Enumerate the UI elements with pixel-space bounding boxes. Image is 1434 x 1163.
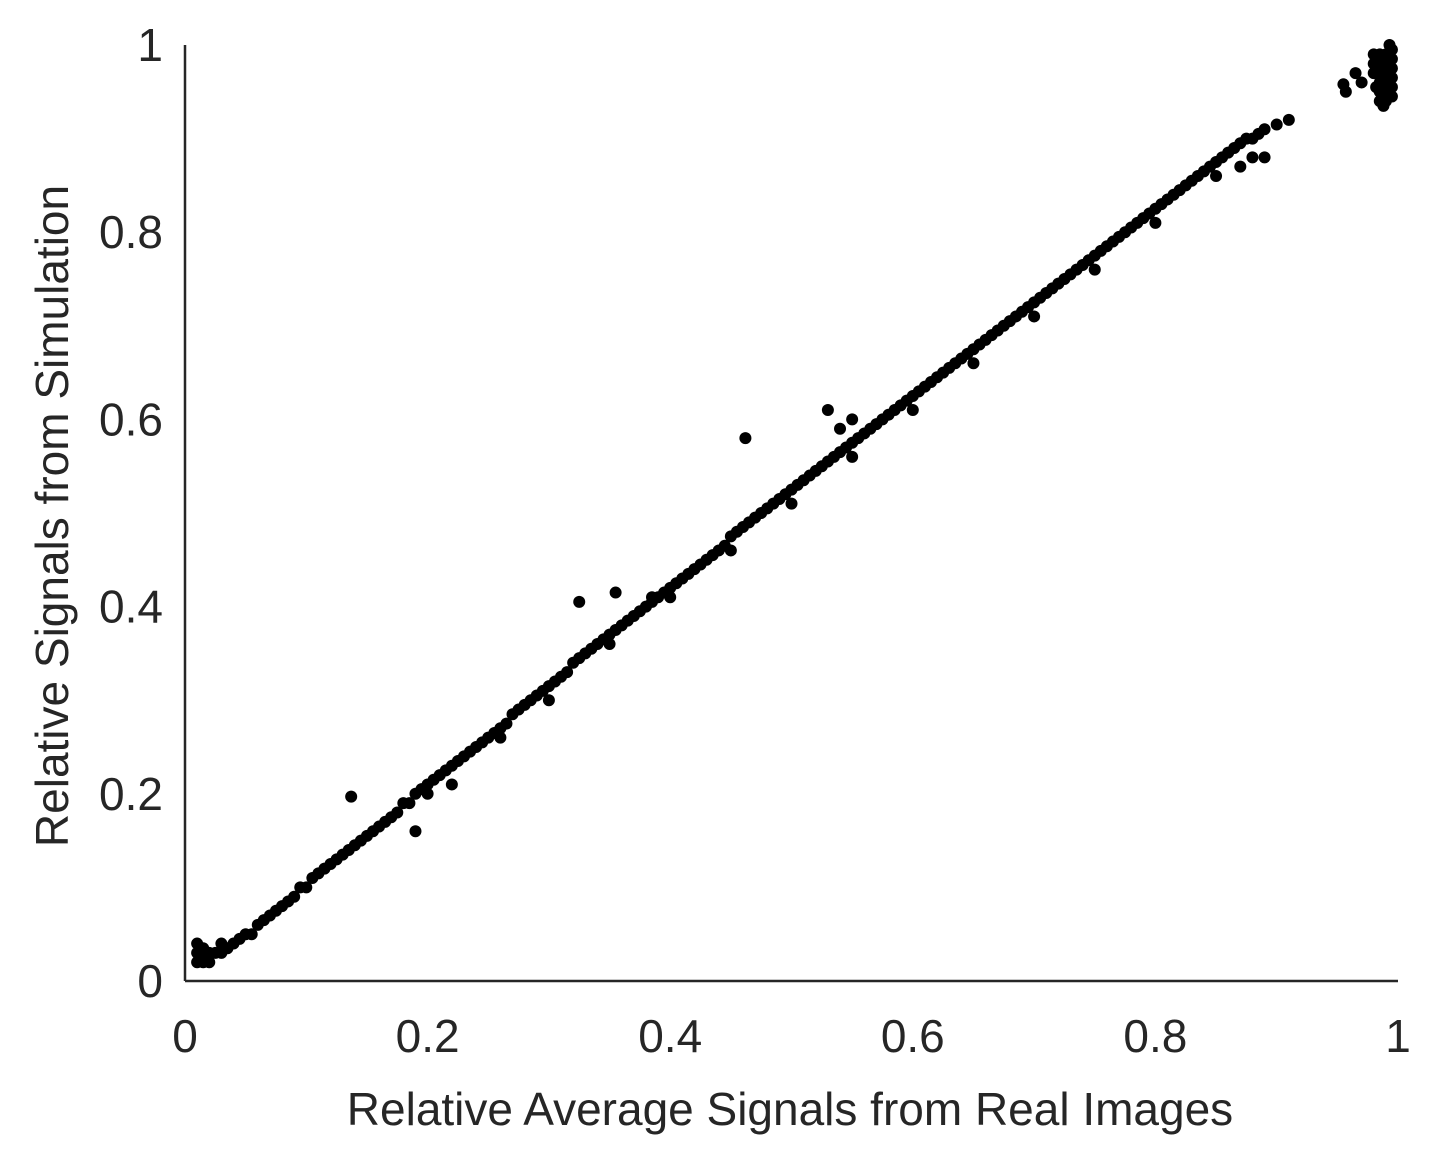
y-tick-labels: 0 0.2 0.4 0.6 0.8 1: [99, 19, 163, 1007]
data-point: [1270, 118, 1283, 131]
y-axis-label: Relative Signals from Simulation: [26, 185, 78, 847]
data-point: [1370, 81, 1383, 94]
data-point: [1367, 57, 1380, 70]
x-tick-label: 0.4: [638, 1010, 702, 1062]
data-point: [603, 638, 616, 651]
x-tick-label: 0.6: [881, 1010, 945, 1062]
x-tick-label: 0: [172, 1010, 198, 1062]
y-tick-label: 0.8: [99, 206, 163, 258]
data-point: [1349, 67, 1362, 80]
data-point: [203, 956, 216, 969]
data-point: [821, 404, 834, 417]
data-point: [967, 357, 980, 370]
data-point: [300, 881, 313, 894]
data-point: [288, 890, 301, 903]
data-point: [834, 422, 847, 435]
data-point: [1258, 151, 1271, 164]
y-tick-label: 1: [137, 19, 163, 71]
y-axis-label-group: Relative Signals from Simulation: [26, 185, 78, 847]
data-point: [646, 591, 659, 604]
data-point: [1028, 310, 1041, 323]
data-point: [1367, 67, 1380, 80]
data-point: [724, 544, 737, 557]
data-point: [1088, 263, 1101, 276]
data-point: [1149, 216, 1162, 229]
data-point: [500, 717, 513, 730]
x-tick-label: 0.2: [396, 1010, 460, 1062]
data-point: [494, 731, 507, 744]
data-point: [1234, 160, 1247, 173]
data-point: [345, 790, 358, 803]
data-point: [1385, 53, 1398, 66]
data-point: [1339, 85, 1352, 98]
x-tick-labels: 0 0.2 0.4 0.6 0.8 1: [172, 1010, 1411, 1062]
data-point: [906, 404, 919, 417]
data-point: [664, 591, 677, 604]
data-point: [846, 413, 859, 426]
x-tick-label: 1: [1385, 1010, 1411, 1062]
data-point: [1385, 90, 1398, 103]
data-point: [542, 694, 555, 707]
data-point: [1383, 39, 1396, 51]
y-tick-label: 0.6: [99, 393, 163, 445]
x-tick-label: 0.8: [1123, 1010, 1187, 1062]
data-point: [785, 497, 798, 510]
data-point: [1210, 170, 1223, 183]
y-tick-label: 0.2: [99, 768, 163, 820]
data-point: [573, 595, 586, 608]
data-point: [403, 797, 416, 810]
data-point: [245, 928, 258, 941]
data-point: [561, 666, 574, 679]
data-point: [391, 806, 404, 819]
data-point: [1385, 81, 1398, 94]
data-point: [609, 586, 622, 599]
y-tick-label: 0: [137, 955, 163, 1007]
y-tick-label: 0.4: [99, 581, 163, 633]
data-point: [1385, 71, 1398, 84]
data-point: [1367, 48, 1380, 61]
data-point: [1258, 123, 1271, 136]
scatter-points: [191, 39, 1398, 969]
data-point: [1246, 151, 1259, 164]
x-axis-label: Relative Average Signals from Real Image…: [347, 1083, 1233, 1135]
data-point: [409, 825, 422, 838]
data-point: [421, 787, 434, 800]
data-point: [739, 432, 752, 445]
data-point: [846, 450, 859, 463]
data-point: [1355, 76, 1368, 89]
data-point: [1385, 62, 1398, 75]
data-point: [1377, 99, 1390, 112]
data-point: [1282, 113, 1295, 126]
data-point: [445, 778, 458, 791]
